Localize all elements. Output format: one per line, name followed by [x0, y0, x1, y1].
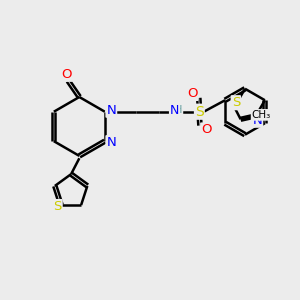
Text: S: S	[232, 96, 240, 109]
Text: O: O	[61, 68, 72, 81]
Text: S: S	[53, 200, 62, 213]
Text: S: S	[195, 105, 204, 119]
Text: N: N	[106, 104, 116, 117]
Text: N: N	[253, 114, 262, 127]
Text: N: N	[106, 136, 116, 149]
Text: O: O	[201, 124, 212, 136]
Text: CH₃: CH₃	[252, 110, 271, 120]
Text: H: H	[174, 105, 182, 115]
Text: O: O	[187, 87, 197, 100]
Text: N: N	[170, 104, 179, 117]
